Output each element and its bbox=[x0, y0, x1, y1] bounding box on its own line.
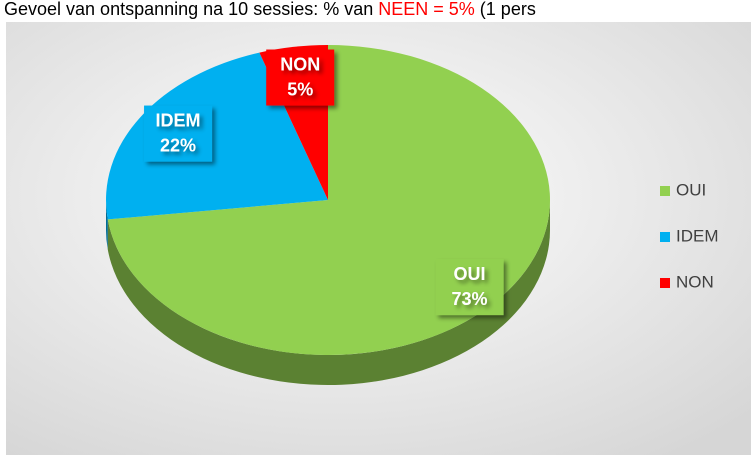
title-part: Gevoel van ontspanning na 10 sessies: % … bbox=[4, 0, 378, 19]
chart-title: Gevoel van ontspanning na 10 sessies: % … bbox=[4, 0, 536, 19]
data-label-value: 22% bbox=[160, 135, 196, 155]
slice-side bbox=[106, 200, 108, 250]
data-label-category: OUI bbox=[454, 264, 486, 284]
title-part: NEEN = 5% bbox=[378, 0, 475, 19]
legend-label: IDEM bbox=[676, 226, 719, 245]
data-label-category: NON bbox=[280, 54, 320, 74]
legend-swatch bbox=[660, 186, 670, 196]
data-label-value: 73% bbox=[452, 289, 488, 309]
data-label-value: 5% bbox=[287, 79, 313, 99]
legend-swatch bbox=[660, 278, 670, 288]
data-label-box bbox=[435, 259, 504, 316]
data-label-category: IDEM bbox=[156, 110, 201, 130]
legend-swatch bbox=[660, 232, 670, 242]
title-part: (1 pers bbox=[475, 0, 536, 19]
data-label-box bbox=[266, 49, 335, 106]
slice-side bbox=[107, 200, 550, 386]
legend-label: OUI bbox=[676, 180, 706, 199]
legend-label: NON bbox=[676, 272, 714, 291]
data-label-box bbox=[144, 105, 213, 162]
